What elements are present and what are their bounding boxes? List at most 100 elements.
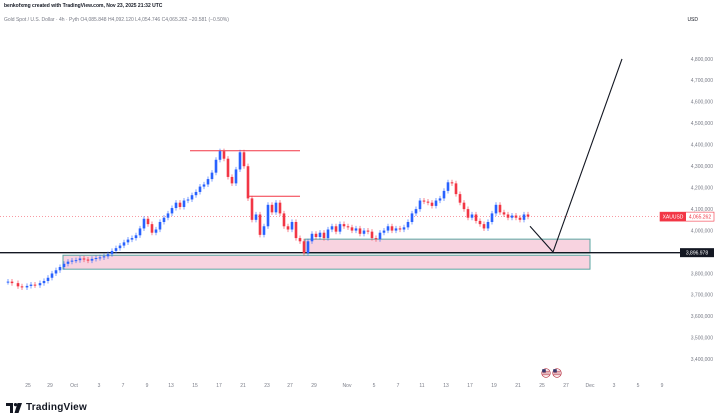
candle-body <box>186 199 190 201</box>
price-tag-value: 4,065.262 <box>689 214 711 220</box>
candle-body <box>122 242 126 246</box>
candle-body <box>354 228 358 231</box>
candle-body <box>222 151 226 159</box>
candle-body <box>306 241 310 254</box>
y-tick-label: 4,300,000 <box>691 164 713 170</box>
candle-body <box>66 261 70 264</box>
y-tick-label: 4,000,000 <box>691 228 713 234</box>
candle-body <box>114 248 118 251</box>
candle-body <box>398 228 402 230</box>
candle-body <box>142 218 146 229</box>
y-tick-label: 3,700,000 <box>691 293 713 299</box>
candle-body <box>418 200 422 210</box>
candle-body <box>146 218 150 225</box>
candle-body <box>470 214 474 218</box>
tradingview-logo-text: TradingView <box>26 402 87 413</box>
us-flag-icon[interactable] <box>541 368 562 378</box>
candle-body <box>486 221 490 229</box>
level-tag-box <box>680 248 714 258</box>
x-tick-label: 27 <box>563 383 569 389</box>
y-tick-label: 4,700,000 <box>691 78 713 84</box>
candle-body <box>274 202 278 213</box>
x-tick-label: 3 <box>98 383 101 389</box>
candle-body <box>522 214 526 220</box>
candle-body <box>130 238 134 240</box>
candle-body <box>490 213 494 222</box>
price-chart[interactable]: 4,800,000 4,700,000 4,600,000 4,500,000 4,40… <box>0 0 720 396</box>
candle-body <box>226 158 230 177</box>
candle-body <box>54 270 58 274</box>
y-tick-label: 4,500,000 <box>691 121 713 127</box>
candle-body <box>466 209 470 218</box>
candle-body <box>174 202 178 209</box>
candle-body <box>282 213 286 227</box>
x-tick-label: 5 <box>637 383 640 389</box>
x-tick-label: 7 <box>397 383 400 389</box>
x-tick-label: 21 <box>240 383 246 389</box>
tradingview-logo[interactable]: TradingView <box>6 402 87 413</box>
candle-body <box>426 201 430 203</box>
flag-canton <box>553 369 557 373</box>
candles-layer <box>6 148 530 290</box>
candle-body <box>438 198 442 201</box>
candle-body <box>298 238 302 242</box>
candle-body <box>502 212 506 215</box>
candle-body <box>314 233 318 238</box>
candle-body <box>86 259 90 261</box>
candle-body <box>234 169 238 184</box>
candle-body <box>106 254 110 257</box>
candle-body <box>390 226 394 231</box>
candle-body <box>254 214 258 220</box>
candle-body <box>58 267 62 271</box>
y-tick-label: 3,400,000 <box>691 357 713 363</box>
candle-body <box>346 226 350 228</box>
levels-layer <box>0 150 680 254</box>
candle-body <box>162 217 166 222</box>
candle-body <box>410 213 414 222</box>
candle-body <box>230 176 234 184</box>
candle-body <box>110 250 114 255</box>
candle-body <box>462 202 466 210</box>
candle-body <box>16 283 20 287</box>
y-tick-label: 3,600,000 <box>691 314 713 320</box>
candle-body <box>478 220 482 225</box>
candle-body <box>450 182 454 184</box>
candle-body <box>338 224 342 232</box>
x-tick-label: 7 <box>122 383 125 389</box>
candle-body <box>482 224 486 229</box>
candle-body <box>510 215 514 218</box>
level-tag-value: 3,896.978 <box>686 250 708 256</box>
lower-zone[interactable] <box>62 254 591 270</box>
currency-label[interactable]: USD <box>687 17 698 23</box>
candle-body <box>182 200 186 207</box>
x-tick-label: Dec <box>586 383 595 389</box>
candle-body <box>178 202 182 207</box>
y-tick-label: 4,400,000 <box>691 143 713 149</box>
y-tick-label: 3,800,000 <box>691 271 713 277</box>
x-tick-label: 23 <box>264 383 270 389</box>
x-tick-label: 15 <box>192 383 198 389</box>
candle-body <box>330 226 334 230</box>
candle-body <box>206 179 210 185</box>
candle-body <box>294 221 298 239</box>
projection-path[interactable] <box>529 58 623 254</box>
candle-body <box>158 221 162 230</box>
candle-body <box>290 221 294 230</box>
candle-body <box>342 224 346 227</box>
zones-layer <box>62 238 591 270</box>
candle-body <box>286 226 290 230</box>
x-axis[interactable]: 25 29 Oct 3 7 9 13 15 17 21 23 27 29 Nov 5 7 11 13 17 19 21 2… <box>25 383 663 389</box>
candle-body <box>94 258 98 260</box>
footer-bar: TradingView <box>0 396 720 420</box>
candle-body <box>33 284 37 286</box>
candle-body <box>242 152 246 167</box>
candle-body <box>386 226 390 231</box>
candle-body <box>326 229 330 239</box>
price-tag-symbol: XAUUSD <box>663 214 684 220</box>
candle-body <box>454 183 458 195</box>
candle-body <box>262 226 266 235</box>
candle-body <box>170 208 174 214</box>
y-axis[interactable]: 4,800,000 4,700,000 4,600,000 4,500,000 4,40… <box>691 57 713 363</box>
candle-body <box>414 209 418 214</box>
x-tick-label: 25 <box>25 383 31 389</box>
